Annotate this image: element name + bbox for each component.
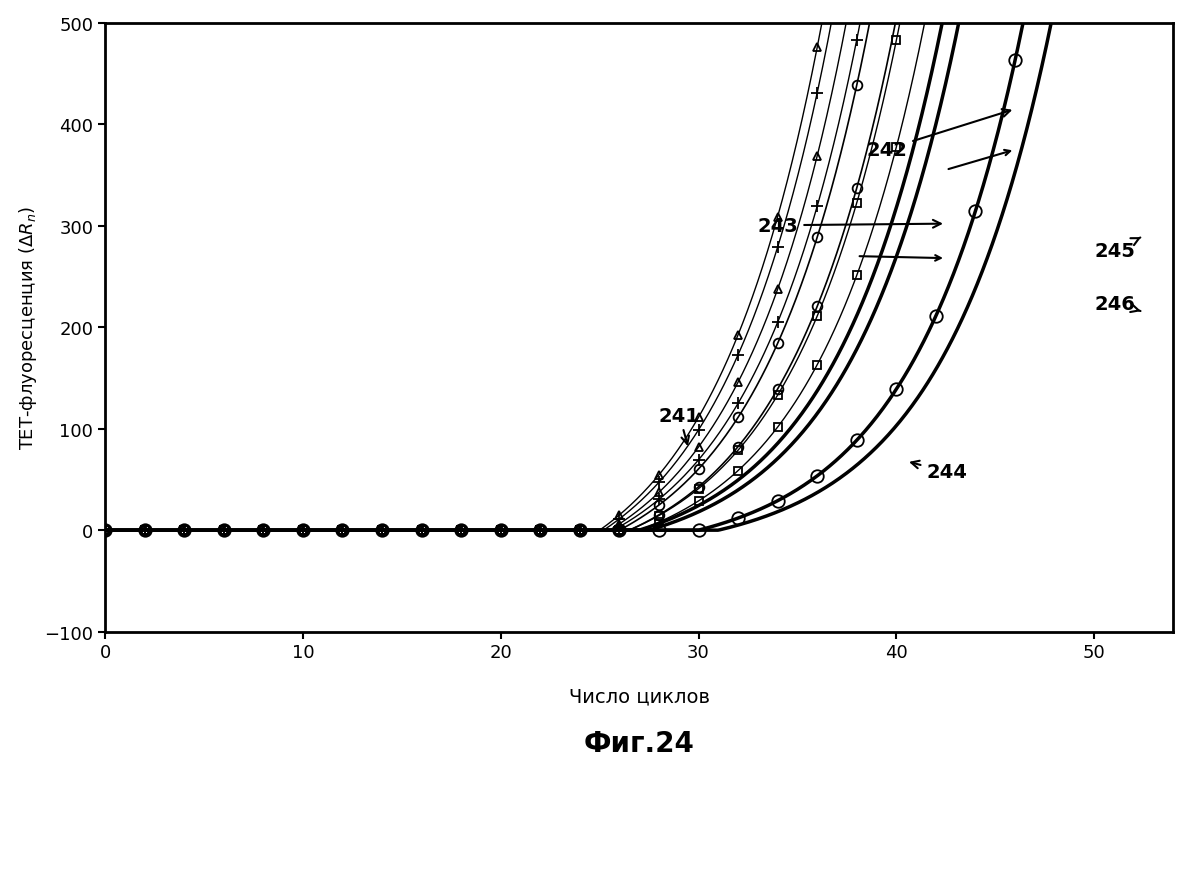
Text: 244: 244 — [912, 461, 967, 482]
Text: 242: 242 — [866, 110, 1010, 159]
Text: 245: 245 — [1094, 238, 1140, 261]
Text: Число циклов: Число циклов — [569, 687, 709, 705]
Text: 243: 243 — [758, 216, 941, 235]
Y-axis label: ТЕТ-флуоресценция ($\Delta R_n$): ТЕТ-флуоресценция ($\Delta R_n$) — [17, 206, 38, 450]
Text: 246: 246 — [1094, 294, 1140, 314]
Text: 241: 241 — [659, 406, 700, 444]
Text: Фиг.24: Фиг.24 — [584, 730, 695, 757]
